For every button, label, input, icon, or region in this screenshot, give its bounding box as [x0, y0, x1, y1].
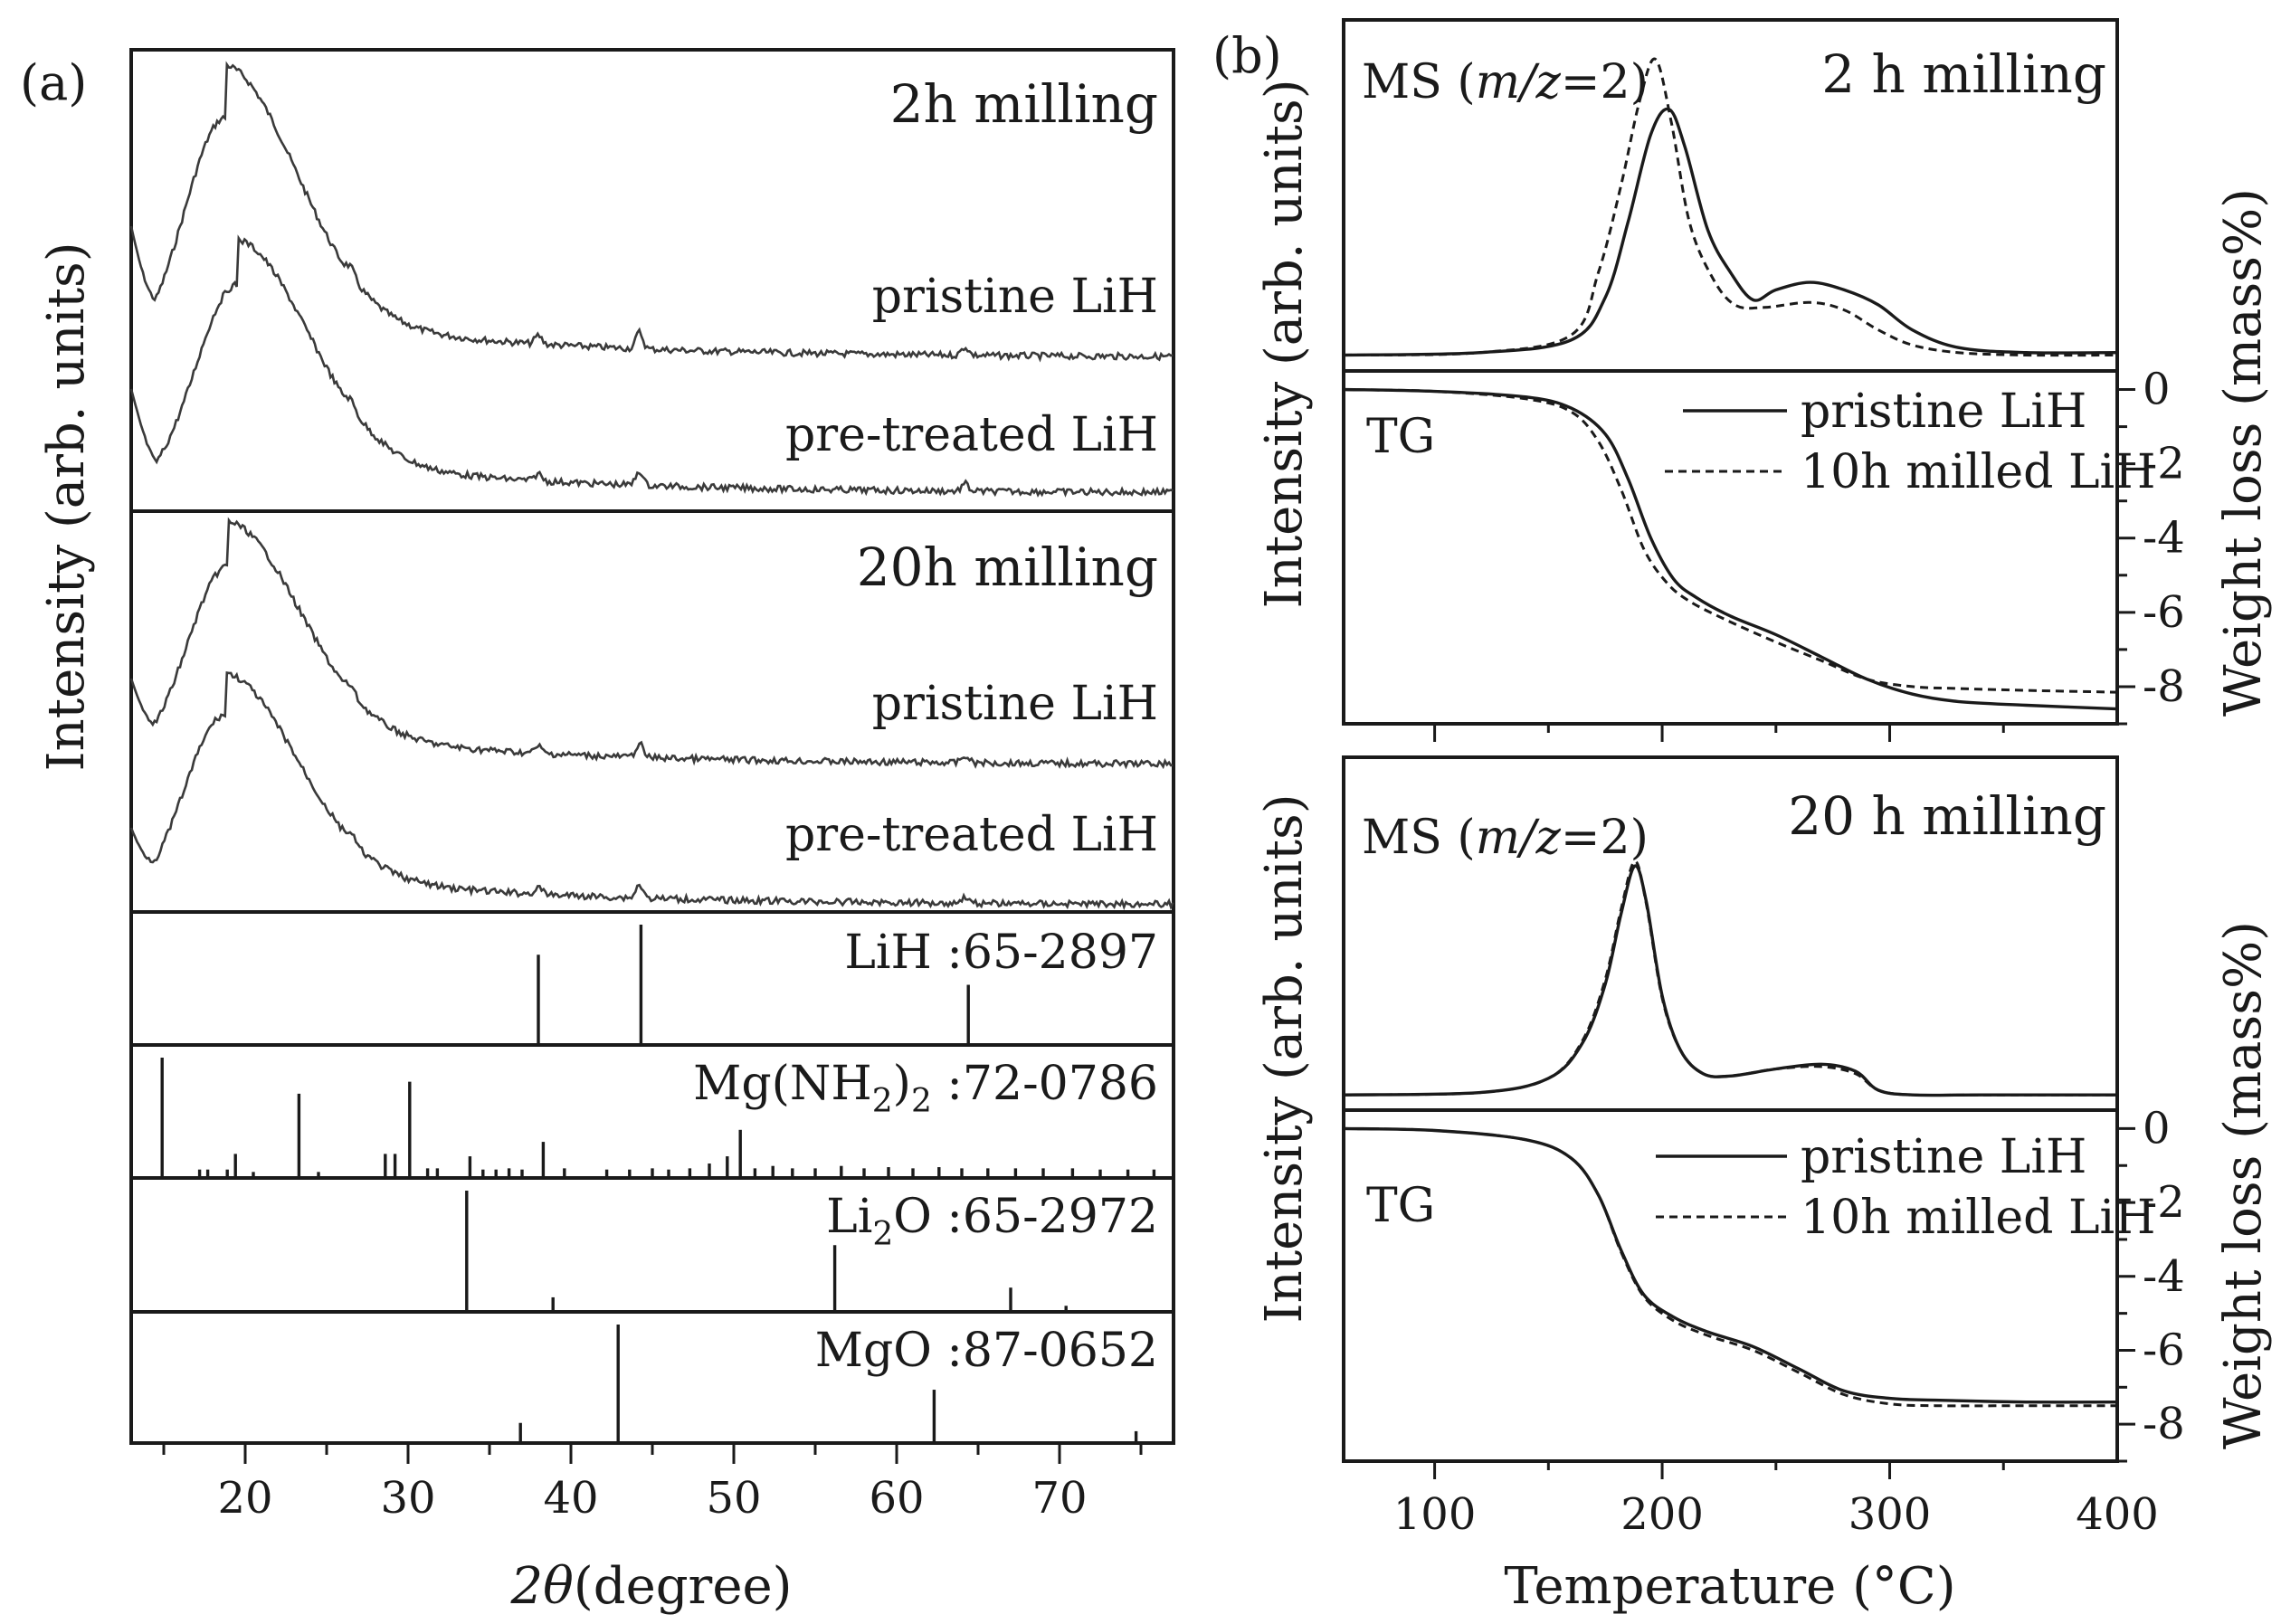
ms-curve-20h-pristine	[1343, 864, 2117, 1097]
a-xtick-label-20: 20	[217, 1473, 272, 1524]
ms-label-bottom-pre: MS (	[1362, 811, 1476, 865]
xrd-curve-2h-pretreated	[129, 234, 1174, 498]
ms-label-top-em: m/z	[1476, 55, 1562, 109]
b0-ytick-label--6: -6	[2143, 587, 2185, 638]
panel-a-x-label: 2θ(degree)	[510, 1557, 793, 1616]
legend-bottom-milled: 10h milled LiH	[1801, 1191, 2156, 1245]
ref-label-lih: LiH :65-2897	[844, 926, 1158, 980]
b-xtick-label-300: 300	[1849, 1489, 1932, 1540]
b-xtick-label-200: 200	[1620, 1489, 1704, 1540]
ms-label-top: MS (m/z=2)	[1362, 55, 1649, 109]
b0-ytick-label--4: -4	[2143, 513, 2185, 564]
ms-label-bottom: MS (m/z=2)	[1362, 811, 1649, 865]
ref-label-li2o-code: O :65-2972	[893, 1190, 1158, 1244]
b1-ytick-label--8: -8	[2143, 1399, 2185, 1449]
ms-curve-20h-milled	[1343, 859, 2117, 1097]
a-xtick-label-40: 40	[543, 1473, 598, 1524]
y-label-right-top: Weight loss (mass%)	[2214, 188, 2273, 717]
label-2h-pretreated: pre-treated LiH	[785, 408, 1158, 462]
ms-label-top-pre: MS (	[1362, 55, 1476, 109]
y-label-left-bottom: Intensity (arb. units)	[1255, 793, 1314, 1323]
label-2h-pristine: pristine LiH	[872, 270, 1158, 324]
ref-label-mgnh2-code: :72-0786	[932, 1057, 1158, 1111]
legend-top-milled: 10h milled LiH	[1801, 445, 2156, 499]
panel-b-x-label: Temperature (°C)	[1504, 1557, 1955, 1616]
xrd-curve-2h-pristine	[129, 61, 1174, 363]
xrd-curve-20h-pristine	[129, 517, 1174, 770]
ms-curve-2h-milled	[1343, 57, 2118, 357]
a-xtick-label-70: 70	[1031, 1473, 1087, 1524]
tg-curve-20h-milled	[1343, 1126, 2117, 1408]
b0-ytick-label--2: -2	[2143, 439, 2185, 489]
xrd-curve-20h-pretreated	[129, 670, 1174, 911]
ref-label-mgnh2-main: Mg(NH	[693, 1057, 872, 1111]
ref-label-mgnh2-sub2: 2	[911, 1083, 932, 1120]
panel-a-y-label: Intensity (arb. units)	[37, 242, 96, 771]
tg-label-top: TG	[1366, 410, 1435, 464]
ref-label-mgo: MgO :87-0652	[815, 1324, 1158, 1378]
tg-label-bottom: TG	[1366, 1179, 1435, 1233]
ms-label-top-post: =2)	[1561, 55, 1649, 109]
title-2h-milling: 2h milling	[890, 73, 1158, 135]
ref-label-li2o-main: Li	[826, 1190, 872, 1244]
x-label-symbol: 2θ	[510, 1557, 574, 1616]
tg-curve-2h-milled	[1343, 388, 2118, 694]
label-20h-pretreated: pre-treated LiH	[785, 808, 1158, 862]
ms-label-bottom-post: =2)	[1561, 811, 1649, 865]
panel-b-label: (b)	[1212, 27, 1282, 84]
b-xtick-label-400: 400	[2076, 1489, 2159, 1540]
ms-curve-2h-pristine	[1343, 107, 2118, 357]
panel-b-ticks: 0 -2 -4 -6 -8 0 -2 -4 -6 -8 100 200 300 400	[1393, 365, 2185, 1540]
ref-label-mgnh2: Mg(NH2)2 :72-0786	[693, 1057, 1158, 1120]
a-xtick-label-50: 50	[706, 1473, 761, 1524]
label-20h-pristine: pristine LiH	[872, 677, 1158, 731]
legend-bottom-pristine: pristine LiH	[1801, 1130, 2086, 1184]
b0-ytick-label--8: -8	[2143, 661, 2185, 712]
ref-label-li2o-sub: 2	[872, 1216, 893, 1253]
b1-ytick-label--4: -4	[2143, 1251, 2185, 1302]
ms-label-bottom-em: m/z	[1476, 811, 1562, 865]
b0-ytick-label-0: 0	[2143, 365, 2171, 415]
title-2h-milling-b: 2 h milling	[1821, 43, 2106, 105]
ref-label-mgnh2-sub: 2	[872, 1083, 893, 1120]
legend-top-pristine: pristine LiH	[1801, 385, 2086, 439]
b1-ytick-label--6: -6	[2143, 1325, 2185, 1375]
panel-a: (a) 2h milling pristine LiH pre-treated …	[20, 48, 1175, 1616]
b1-ytick-label-0: 0	[2143, 1103, 2171, 1154]
y-label-left-top: Intensity (arb. units)	[1255, 79, 1314, 608]
a-xtick-label-30: 30	[380, 1473, 435, 1524]
title-20h-milling-b: 20 h milling	[1788, 785, 2106, 847]
panel-b: (b) MS (m/z=2) 2 h milling TG pristine L…	[1212, 18, 2273, 1616]
title-20h-milling: 20h milling	[857, 537, 1158, 598]
ref-label-mgnh2-close: )	[893, 1057, 911, 1111]
reference-lines	[160, 925, 1156, 1443]
b1-ytick-label--2: -2	[2143, 1177, 2185, 1228]
x-label-unit: (degree)	[574, 1557, 793, 1616]
b-xtick-label-100: 100	[1393, 1489, 1477, 1540]
tg-curve-2h-pristine	[1343, 387, 2118, 711]
ref-label-li2o: Li2O :65-2972	[826, 1190, 1158, 1253]
y-label-right-bottom: Weight loss (mass%)	[2214, 921, 2273, 1449]
panel-a-x-ticks: 20 30 40 50 60 70	[162, 1443, 1143, 1524]
a-xtick-label-60: 60	[869, 1473, 924, 1524]
panel-a-label: (a)	[20, 54, 87, 111]
